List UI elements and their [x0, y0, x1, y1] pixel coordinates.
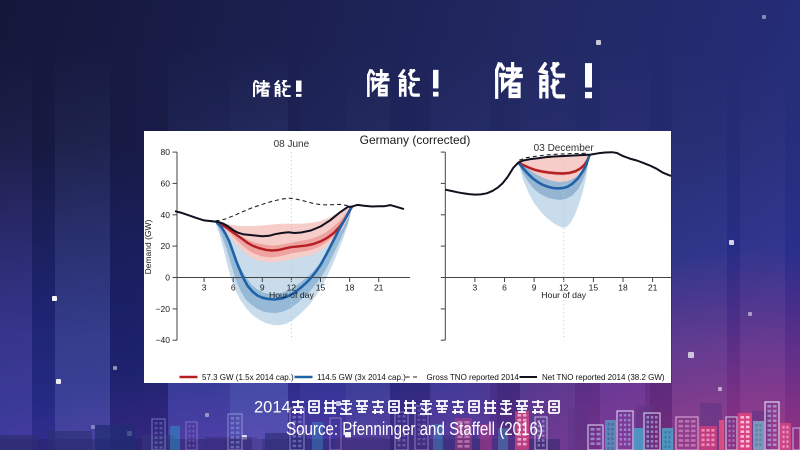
svg-text:18: 18: [618, 283, 628, 293]
svg-text:21: 21: [648, 283, 658, 293]
svg-text:114.5 GW (3x 2014 cap.): 114.5 GW (3x 2014 cap.): [317, 373, 406, 382]
svg-text:Demand (GW): Demand (GW): [144, 219, 153, 274]
svg-text:15: 15: [316, 283, 326, 293]
svg-text:21: 21: [374, 283, 384, 293]
svg-text:6: 6: [502, 283, 507, 293]
svg-text:2014: 2014: [254, 399, 291, 417]
svg-text:Gross TNO reported 2014: Gross TNO reported 2014: [427, 373, 520, 382]
svg-text:12: 12: [287, 283, 297, 293]
svg-text:−20: −20: [156, 304, 171, 314]
svg-text:9: 9: [532, 283, 537, 293]
svg-text:3: 3: [202, 283, 207, 293]
svg-text:12: 12: [559, 283, 569, 293]
svg-text:3: 3: [473, 283, 478, 293]
svg-text:57.3 GW (1.5x 2014 cap.): 57.3 GW (1.5x 2014 cap.): [202, 373, 294, 382]
svg-text:0: 0: [165, 273, 170, 283]
svg-text:Net TNO reported 2014 (38.2 GW: Net TNO reported 2014 (38.2 GW): [542, 373, 665, 382]
svg-text:15: 15: [589, 283, 599, 293]
svg-text:9: 9: [260, 283, 265, 293]
svg-text:40: 40: [161, 210, 171, 220]
svg-text:Germany (corrected): Germany (corrected): [360, 133, 471, 147]
svg-text:20: 20: [161, 241, 171, 251]
svg-text:03 December: 03 December: [534, 143, 595, 154]
svg-text:18: 18: [345, 283, 355, 293]
svg-text:80: 80: [161, 147, 171, 157]
svg-text:Hour of day: Hour of day: [541, 290, 587, 300]
svg-text:Hour of day: Hour of day: [269, 290, 315, 300]
svg-text:−40: −40: [156, 335, 171, 345]
svg-text:6: 6: [231, 283, 236, 293]
svg-text:60: 60: [161, 178, 171, 188]
svg-text:08 June: 08 June: [274, 139, 310, 150]
